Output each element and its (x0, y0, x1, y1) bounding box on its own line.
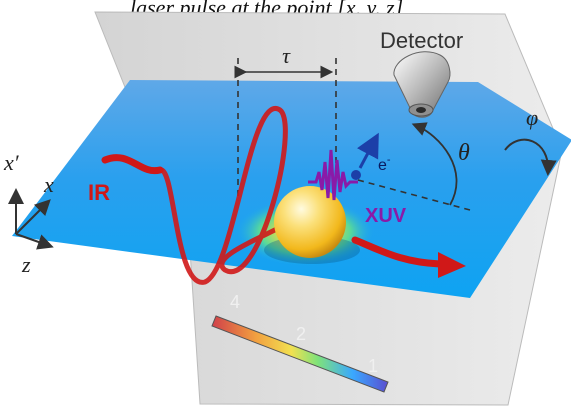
electron-dot (351, 170, 361, 180)
xuv-pulse (308, 149, 358, 201)
colorbar-tick-4: 4 (230, 292, 240, 312)
axis-x (15, 199, 51, 235)
axis-z-label: z (21, 252, 31, 277)
xuv-label: XUV (365, 205, 407, 227)
axis-z (15, 233, 54, 250)
detector-icon (393, 51, 451, 118)
ir-beam-out (351, 236, 444, 268)
ir-beam-arrowhead (438, 252, 466, 278)
colorbar-tick-2: 2 (296, 324, 306, 344)
detector-label: Detector (380, 28, 463, 53)
tau-label: τ (282, 43, 291, 68)
ir-beam (157, 106, 303, 285)
ir-label: IR (88, 180, 110, 205)
phi-arc (504, 138, 557, 176)
colorbar-tick-1: 1 (368, 356, 378, 376)
axis-x-prime-label: x′ (3, 150, 20, 175)
electron-arrow (356, 132, 379, 169)
axis-x-label: x (43, 172, 54, 197)
ir-beam-back (101, 154, 164, 175)
target-sphere (274, 186, 346, 258)
colorbar (211, 315, 389, 393)
theta-baseline (357, 179, 471, 211)
electron-label: e- (378, 154, 391, 174)
phi-label: φ (526, 105, 538, 130)
theta-label: θ (458, 140, 470, 166)
theta-arc (411, 122, 458, 206)
